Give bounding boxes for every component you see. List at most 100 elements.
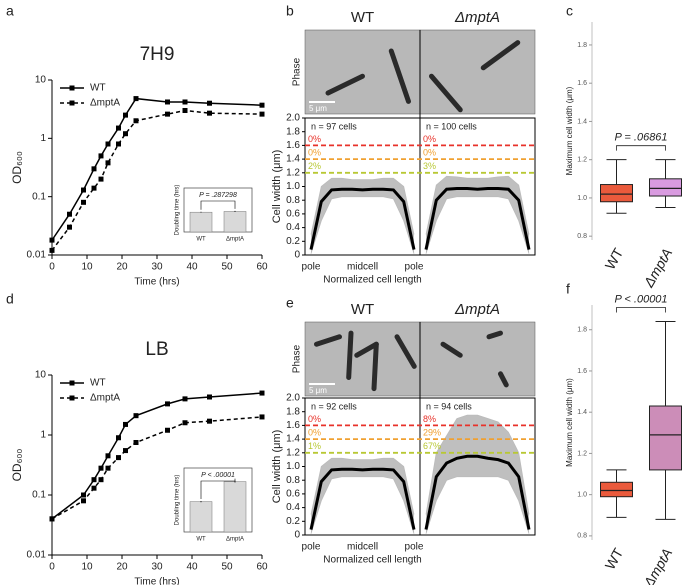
data-point: [207, 110, 212, 116]
y-tick-label: 0.1: [32, 490, 46, 501]
x-category: ΔmptA: [640, 245, 675, 290]
inset-bar: [189, 211, 213, 233]
data-point: [182, 99, 188, 105]
y-axis-label: OD₆₀₀: [10, 151, 24, 184]
x-category: ΔmptA: [640, 545, 675, 585]
x-tick-label: 0: [49, 562, 55, 573]
data-point: [91, 485, 97, 491]
x-axis-label: Normalized cell length: [323, 275, 421, 286]
y-tick-label: 0.6: [286, 489, 300, 500]
x-tick-label: 20: [116, 262, 128, 273]
data-point: [105, 141, 111, 147]
panel-letter: a: [6, 3, 14, 19]
x-tick-label: 20: [116, 562, 128, 573]
x-tick-label: 10: [81, 562, 93, 573]
spread-area: [311, 178, 414, 254]
x-tick-label: 40: [186, 262, 198, 273]
threshold-share: 2%: [308, 161, 321, 171]
spread-area: [426, 415, 529, 534]
y-tick-label: 1.8: [286, 406, 300, 417]
mean-profile: [309, 467, 416, 530]
data-point: [98, 465, 104, 471]
spread-edge: [425, 175, 530, 235]
threshold-share: 0%: [423, 147, 436, 157]
spread-area: [311, 458, 414, 534]
legend-marker: [69, 100, 75, 106]
legend-label: ΔmptA: [90, 393, 120, 404]
x-tick-label: 60: [256, 562, 268, 573]
threshold-share: 3%: [423, 161, 436, 171]
spread-edge: [310, 177, 415, 235]
data-point: [123, 421, 128, 427]
cell: [394, 334, 417, 369]
data-point: [182, 396, 188, 402]
data-point: [67, 224, 72, 230]
y-tick-label: 0: [294, 530, 300, 541]
cell: [346, 330, 354, 380]
data-point: [207, 394, 212, 400]
y-tick-label: 1: [40, 133, 46, 144]
y-tick-label: 1.0: [577, 195, 587, 202]
cell: [498, 371, 509, 388]
x-category: WT: [602, 545, 627, 572]
x-tick-label: 0: [49, 262, 55, 273]
y-tick-label: 0.8: [286, 195, 300, 206]
data-point: [91, 477, 97, 483]
y-tick-label: 1.6: [286, 420, 300, 431]
data-point: [116, 125, 121, 131]
y-tick-label: 2.0: [286, 113, 300, 124]
y-tick-label: 1.0: [286, 461, 300, 472]
data-point: [116, 435, 121, 441]
y-tick-label: 10: [35, 370, 47, 381]
data-point: [182, 108, 188, 114]
x-axis-label: Time (hrs): [134, 277, 179, 288]
threshold-share: 8%: [423, 414, 436, 424]
y-tick-label: 0.4: [286, 502, 300, 513]
x-category: pole: [302, 262, 321, 273]
data-point: [49, 237, 55, 243]
box: [600, 184, 633, 203]
y-axis-label: OD₆₀₀: [10, 449, 24, 482]
y-tick-label: 1.6: [577, 80, 587, 87]
spread-edge: [425, 414, 530, 515]
y-axis-label: Maximum cell width (μm): [565, 378, 574, 467]
x-tick-label: 10: [81, 262, 93, 273]
cell: [388, 48, 411, 104]
data-point: [91, 166, 97, 172]
spread-edge: [310, 476, 415, 534]
data-point: [259, 414, 265, 420]
inset-y-label: Doubling time (hrs): [175, 475, 181, 526]
data-point: [49, 516, 55, 522]
y-tick-label: 0.01: [27, 250, 47, 261]
data-point: [116, 455, 121, 461]
box: [649, 178, 682, 197]
y-tick-label: 1.2: [286, 167, 300, 178]
data-point: [105, 160, 111, 166]
y-tick-label: 1.6: [286, 140, 300, 151]
mean-profile: [309, 187, 416, 250]
inset-bar: [223, 211, 247, 233]
y-tick-label: 0.2: [286, 516, 300, 527]
scale-label: 5 μm: [309, 104, 327, 113]
y-tick-label: 0.8: [286, 475, 300, 486]
y-tick-label: 0.8: [577, 233, 587, 240]
inset-bar: [223, 481, 247, 533]
data-point: [105, 453, 111, 459]
y-tick-label: 0.6: [286, 209, 300, 220]
spread-edge: [425, 196, 530, 254]
y-tick-label: 1.4: [286, 434, 300, 445]
n-label: n = 94 cells: [426, 401, 472, 411]
threshold-share: 1%: [308, 441, 321, 451]
data-point: [133, 439, 139, 445]
y-tick-label: 0.8: [577, 533, 587, 540]
spread-area: [426, 176, 529, 254]
inset-bar: [189, 501, 213, 533]
data-point: [165, 111, 170, 117]
x-category: midcell: [347, 262, 378, 273]
data-point: [165, 99, 170, 105]
inset-category: ΔmptA: [226, 537, 244, 543]
spread-edge: [310, 457, 415, 515]
y-tick-label: 0.4: [286, 222, 300, 233]
data-point: [67, 211, 72, 217]
data-point: [259, 102, 265, 108]
